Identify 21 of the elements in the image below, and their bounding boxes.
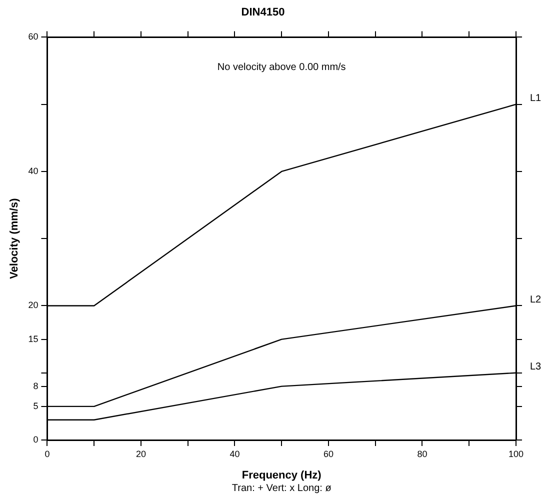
y-tick-label: 15 bbox=[28, 334, 38, 344]
x-tick-label: 100 bbox=[508, 448, 524, 459]
x-tick-label: 40 bbox=[230, 448, 240, 459]
y-tick-label: 5 bbox=[33, 400, 38, 411]
legend-label: L3 bbox=[530, 362, 542, 373]
y-tick-label: 60 bbox=[28, 32, 38, 42]
x-tick-label: 80 bbox=[417, 448, 428, 459]
x-tick-label: 0 bbox=[44, 448, 50, 459]
x-axis-title: Frequency (Hz) bbox=[242, 469, 322, 482]
annotation: No velocity above 0.00 mm/s bbox=[217, 62, 346, 73]
chart-title: DIN4150 bbox=[241, 6, 285, 19]
legend-label: L2 bbox=[530, 294, 542, 306]
y-axis-title: Velocity (mm/s) bbox=[8, 198, 21, 279]
y-tick-label: 8 bbox=[33, 380, 38, 391]
y-tick-label: 20 bbox=[28, 300, 38, 310]
text: Tran: + Vert: x Long: ø bbox=[232, 482, 332, 494]
y-tick-label: 40 bbox=[28, 166, 38, 176]
y-tick-label: 0 bbox=[33, 434, 38, 444]
x-tick-label: 60 bbox=[323, 448, 334, 459]
x-tick-label: 20 bbox=[136, 448, 146, 459]
legend-label: L1 bbox=[530, 93, 542, 104]
